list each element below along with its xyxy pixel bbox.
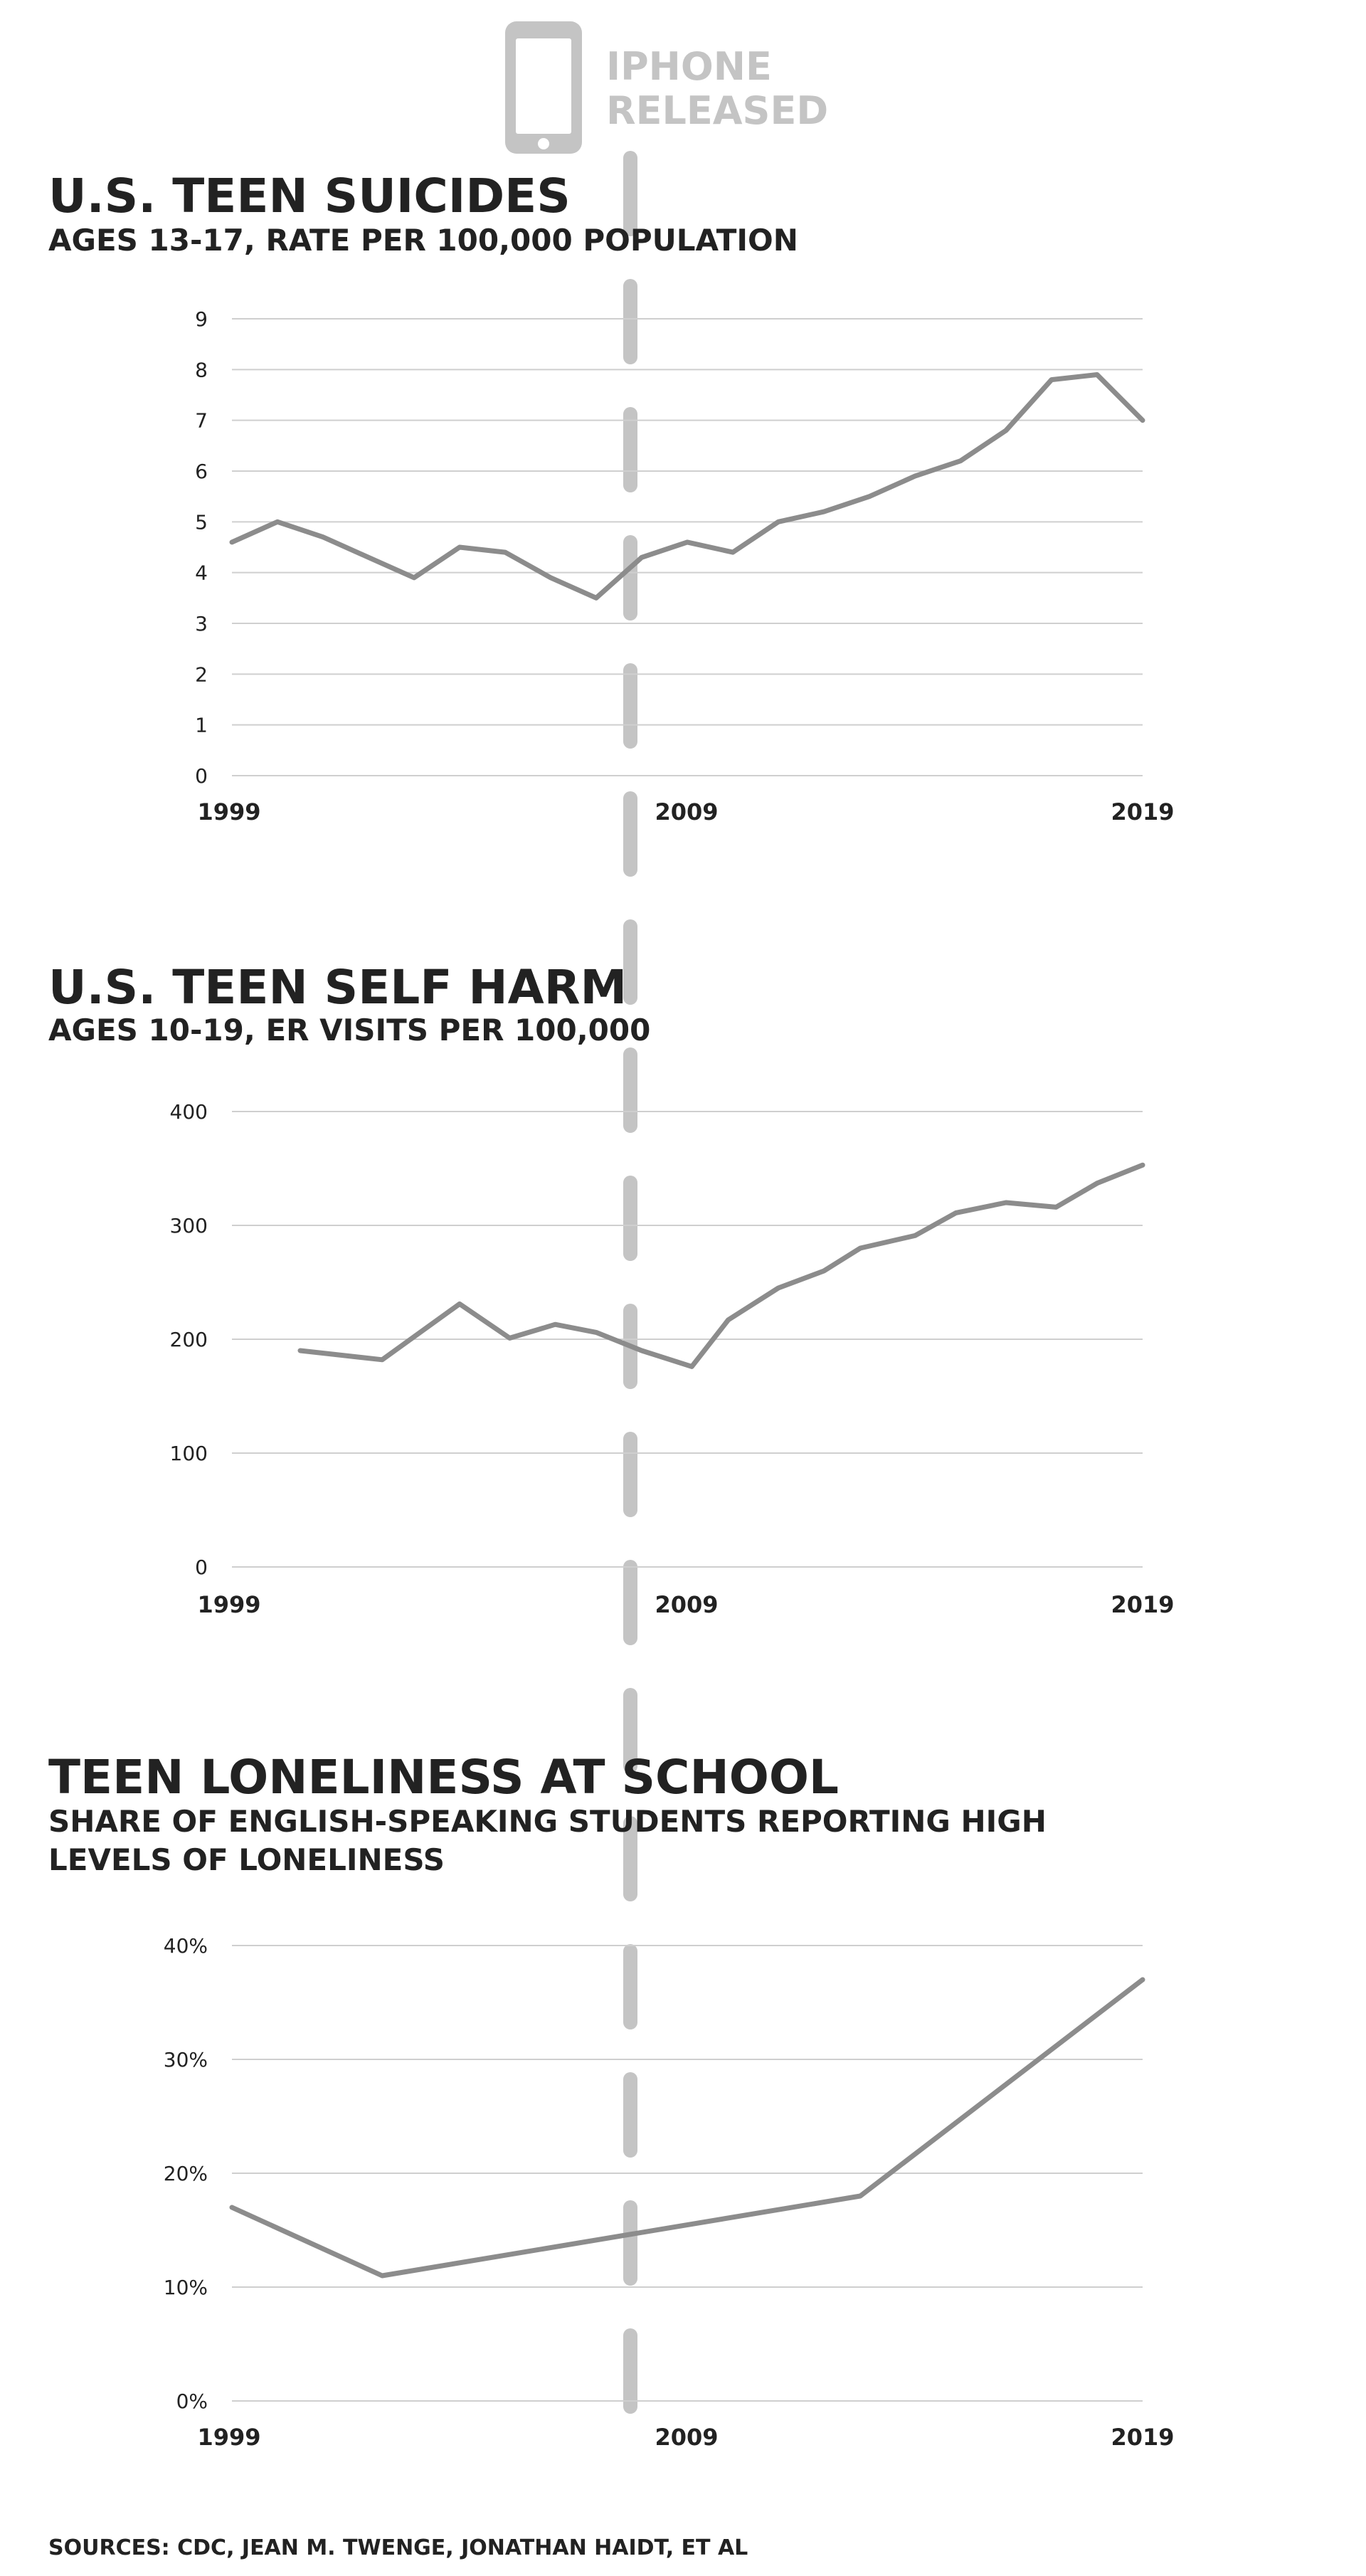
sources-note: SOURCES: CDC, JEAN M. TWENGE, JONATHAN H… (48, 2535, 748, 2560)
chart-title: TEEN LONELINESS AT SCHOOL (48, 1750, 839, 1805)
series-line (297, 1162, 1145, 1369)
smartphone-icon (505, 21, 582, 154)
y-tick-label: 9 (195, 307, 208, 331)
y-tick-label: 0 (195, 764, 208, 788)
y-tick-label: 300 (170, 1214, 208, 1237)
y-tick-label: 400 (170, 1100, 208, 1124)
y-tick-label: 0 (195, 1556, 208, 1579)
y-tick-label: 4 (195, 561, 208, 585)
y-tick-label: 40% (164, 1934, 208, 1958)
y-tick-label: 2 (195, 663, 208, 686)
chart-subtitle: LEVELS OF LONELINESS (48, 1842, 445, 1877)
chart-title: U.S. TEEN SUICIDES (48, 169, 571, 223)
y-tick-label: 20% (164, 2162, 208, 2185)
x-tick-label: 1999 (197, 2424, 260, 2451)
x-tick-label: 2019 (1111, 1591, 1174, 1618)
y-tick-label: 200 (170, 1328, 208, 1351)
y-tick-label: 0% (176, 2390, 208, 2413)
y-tick-label: 3 (195, 612, 208, 635)
iphone-annotation: IPHONE RELEASED (505, 21, 828, 154)
x-tick-label: 2009 (655, 1591, 718, 1618)
y-tick-label: 100 (170, 1442, 208, 1465)
chart-subtitle: SHARE OF ENGLISH-SPEAKING STUDENTS REPOR… (48, 1804, 1047, 1839)
x-tick-label: 1999 (197, 1591, 260, 1618)
series-line (229, 372, 1145, 601)
y-tick-label: 10% (164, 2276, 208, 2299)
annotation-line1: IPHONE (606, 44, 772, 89)
x-tick-label: 2009 (655, 798, 718, 825)
series-line (229, 1977, 1145, 2279)
x-tick-label: 2009 (655, 2424, 718, 2451)
annotation-line2: RELEASED (606, 88, 828, 133)
chart-title: U.S. TEEN SELF HARM (48, 960, 627, 1015)
x-tick-label: 1999 (197, 798, 260, 825)
y-tick-label: 8 (195, 358, 208, 381)
y-tick-label: 5 (195, 510, 208, 534)
chart-subtitle: AGES 13-17, RATE PER 100,000 POPULATION (48, 223, 798, 258)
y-tick-label: 7 (195, 409, 208, 433)
x-tick-label: 2019 (1111, 2424, 1174, 2451)
y-tick-label: 6 (195, 460, 208, 483)
chart-subtitle: AGES 10-19, ER VISITS PER 100,000 (48, 1013, 650, 1047)
y-tick-label: 30% (164, 2048, 208, 2071)
x-tick-label: 2019 (1111, 798, 1174, 825)
y-tick-label: 1 (195, 714, 208, 737)
